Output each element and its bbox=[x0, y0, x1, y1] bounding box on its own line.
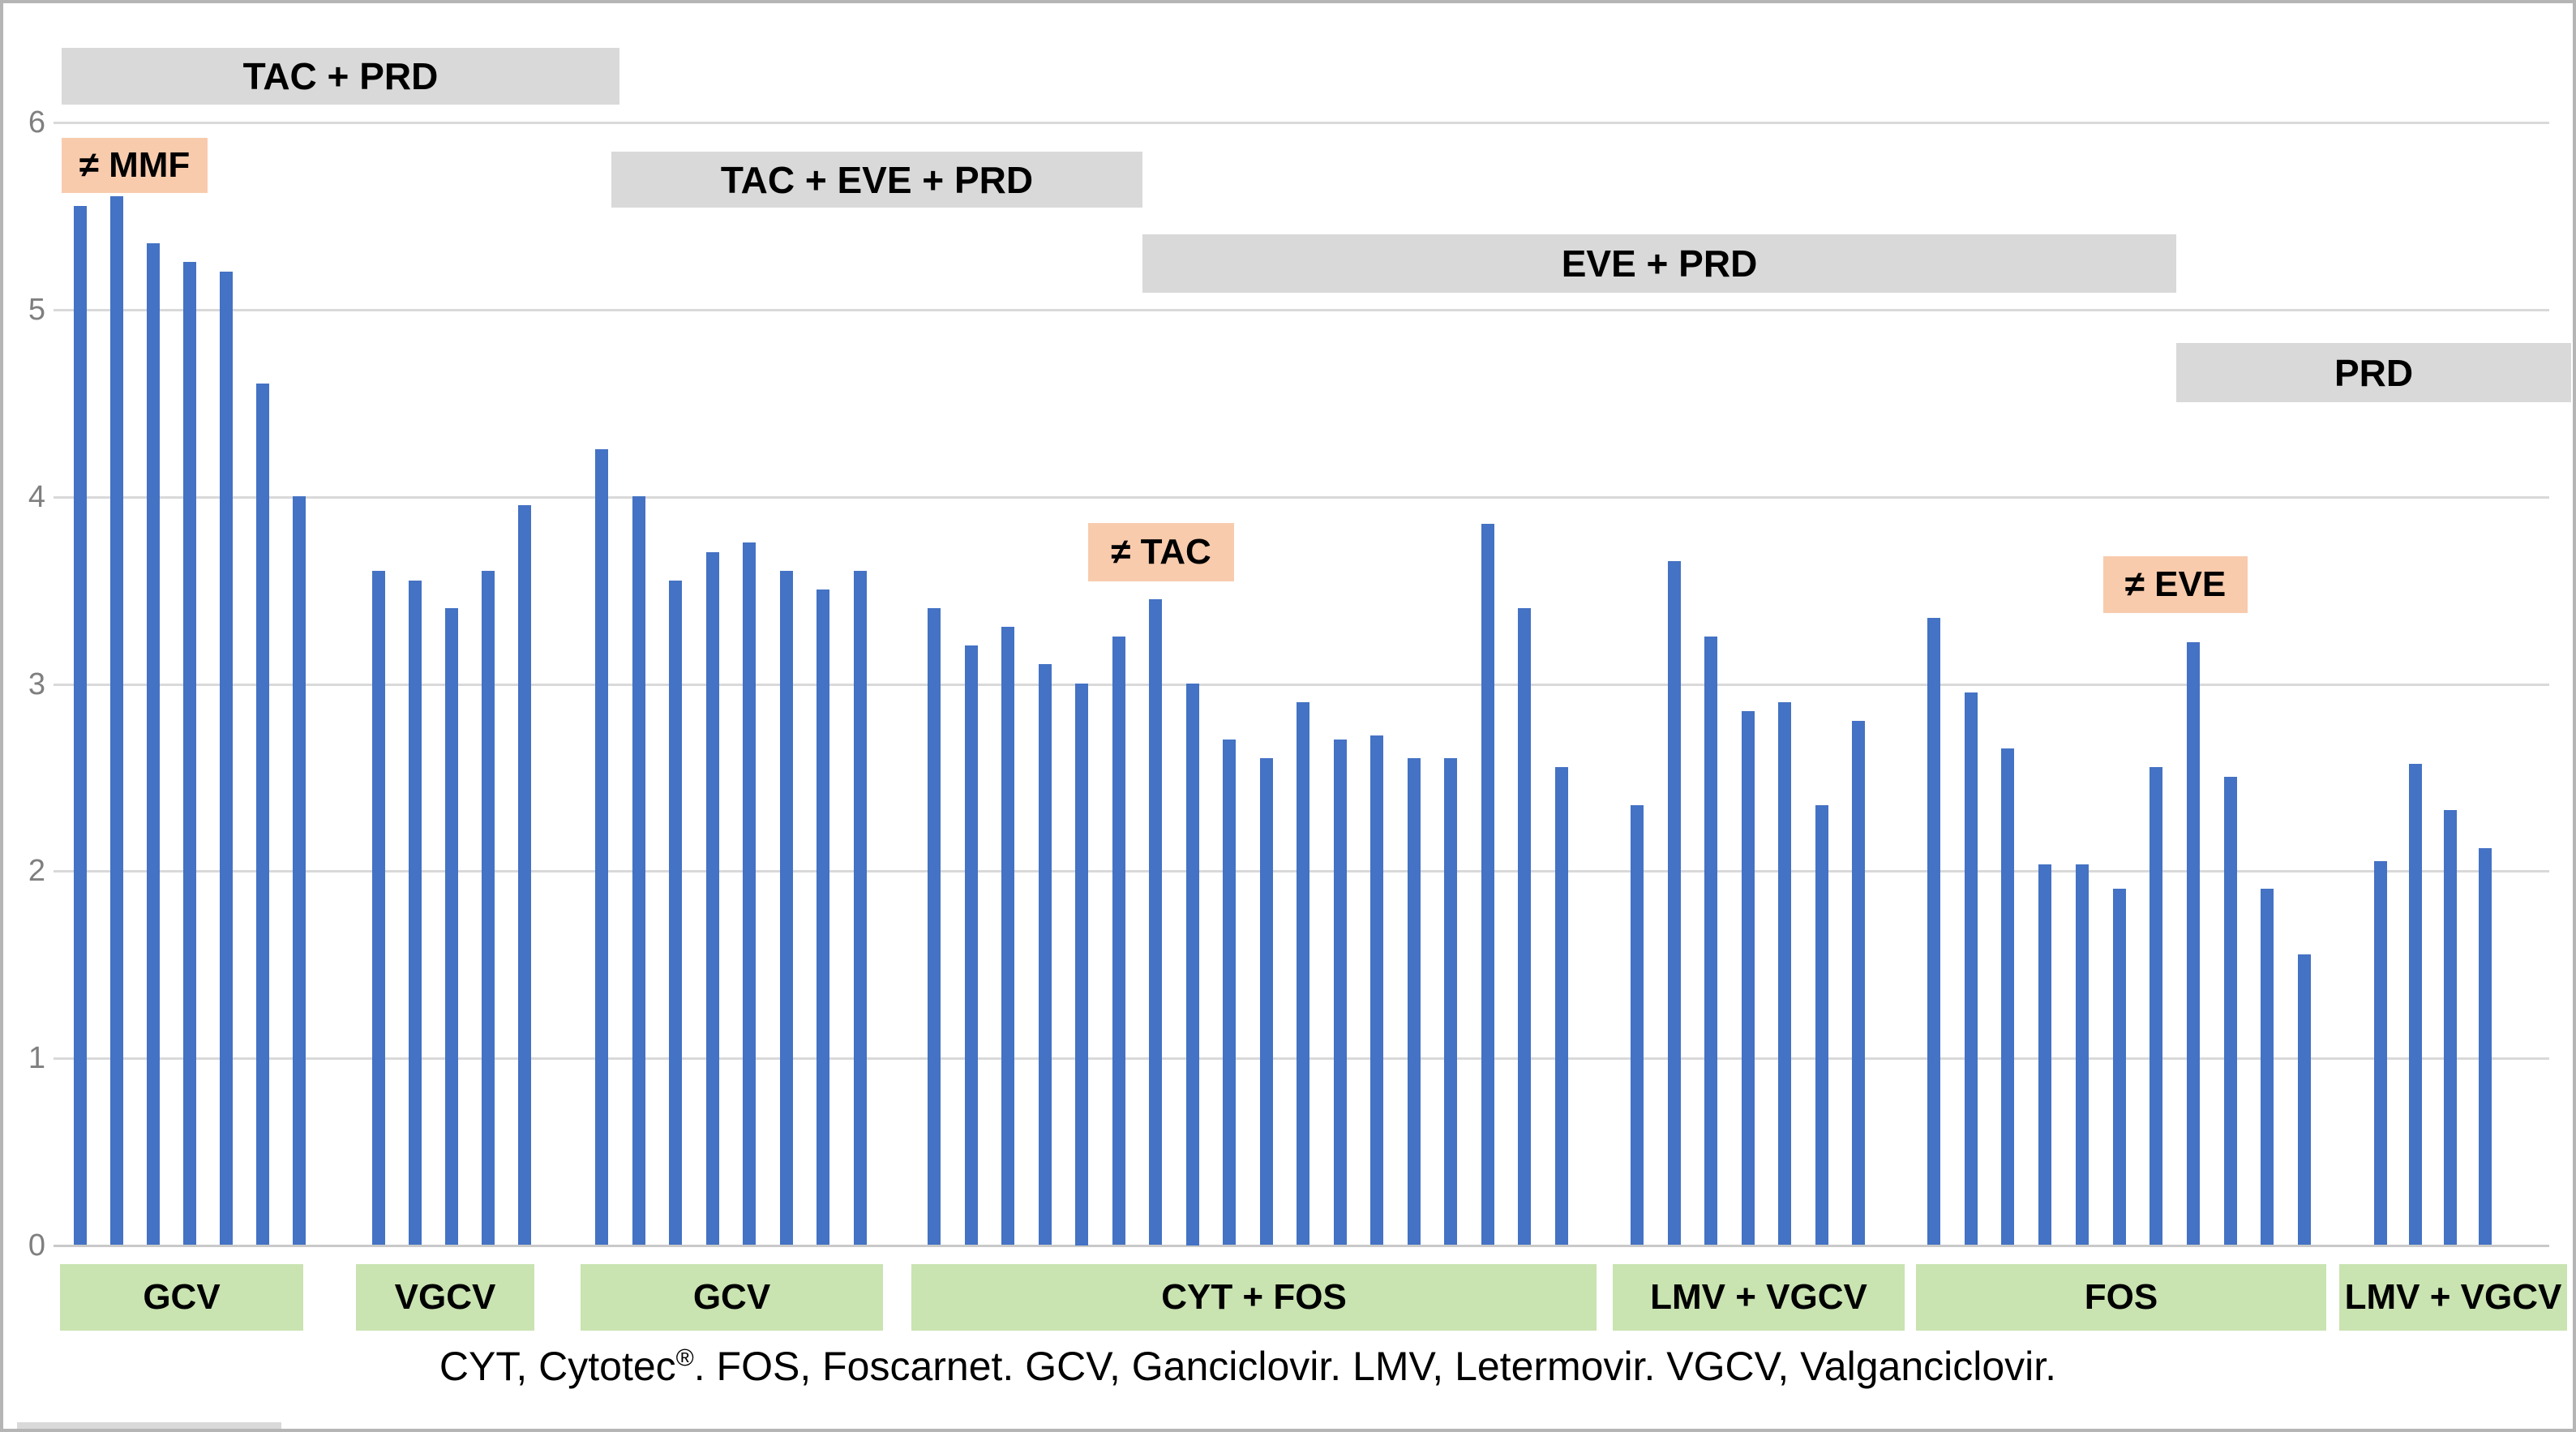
bar-gcv-2 bbox=[110, 196, 123, 1245]
y-axis-tick-label: 2 bbox=[28, 854, 45, 888]
annotation-label: ≠ TAC bbox=[1088, 523, 1234, 581]
gridline-y6 bbox=[54, 122, 2549, 124]
bar-gcv-6 bbox=[780, 571, 793, 1245]
bar-vgcv-5 bbox=[518, 505, 531, 1245]
antiviral-group-label: LMV + VGCV bbox=[2339, 1264, 2567, 1331]
bar-cytfos-16 bbox=[1481, 524, 1494, 1245]
antiviral-group-label: FOS bbox=[1916, 1264, 2326, 1331]
bar-cytfos-5 bbox=[1075, 684, 1088, 1245]
bar-fos-2 bbox=[1965, 692, 1978, 1245]
bar-fos-6 bbox=[2113, 889, 2126, 1245]
bar-cytfos-18 bbox=[1555, 767, 1568, 1245]
gridline-y4 bbox=[54, 496, 2549, 499]
antiviral-group-label: GCV bbox=[60, 1264, 303, 1331]
bar-gcv-5 bbox=[220, 272, 233, 1245]
bar-lmvvgcv-4 bbox=[1742, 711, 1755, 1245]
bar-cytfos-4 bbox=[1039, 664, 1052, 1245]
antiviral-group-label: CYT + FOS bbox=[911, 1264, 1597, 1331]
gridline-y3 bbox=[54, 684, 2549, 686]
bar-lmvvgcv-1 bbox=[1631, 805, 1644, 1245]
y-axis-tick-label: 4 bbox=[28, 480, 45, 514]
bar-cytfos-13 bbox=[1370, 735, 1383, 1245]
bar-lmvvgcv-4 bbox=[2479, 848, 2492, 1245]
bar-cytfos-10 bbox=[1260, 758, 1273, 1245]
bar-fos-1 bbox=[1927, 618, 1940, 1245]
bar-vgcv-4 bbox=[482, 571, 495, 1245]
bar-lmvvgcv-2 bbox=[1668, 561, 1681, 1245]
y-axis-tick-label: 5 bbox=[28, 293, 45, 327]
bar-lmvvgcv-3 bbox=[1704, 637, 1717, 1245]
annotation-label: ≠ MMF bbox=[62, 138, 208, 193]
bar-lmvvgcv-3 bbox=[2444, 810, 2457, 1245]
cropped-gray-box bbox=[17, 1422, 281, 1429]
bar-vgcv-1 bbox=[372, 571, 385, 1245]
bar-lmvvgcv-2 bbox=[2409, 764, 2422, 1245]
bar-cytfos-17 bbox=[1518, 608, 1531, 1245]
registered-trademark-symbol: ® bbox=[675, 1344, 694, 1372]
bar-fos-5 bbox=[2076, 864, 2089, 1245]
bar-gcv-3 bbox=[147, 243, 160, 1245]
bar-gcv-1 bbox=[74, 206, 87, 1245]
bar-fos-11 bbox=[2298, 954, 2311, 1245]
y-axis-tick-label: 1 bbox=[28, 1041, 45, 1075]
bar-gcv-8 bbox=[854, 571, 867, 1245]
annotation-label: ≠ EVE bbox=[2103, 556, 2248, 613]
bar-cytfos-14 bbox=[1408, 758, 1421, 1245]
bar-lmvvgcv-7 bbox=[1852, 721, 1865, 1245]
bar-lmvvgcv-5 bbox=[1778, 702, 1791, 1245]
bar-fos-7 bbox=[2150, 767, 2162, 1245]
gridline-y5 bbox=[54, 309, 2549, 311]
immunosuppression-period-label: PRD bbox=[2176, 343, 2571, 402]
bar-gcv-7 bbox=[293, 496, 306, 1245]
bar-gcv-2 bbox=[632, 496, 645, 1245]
bar-cytfos-8 bbox=[1186, 684, 1199, 1245]
abbreviations-footnote: CYT, Cytotec®. FOS, Foscarnet. GCV, Ganc… bbox=[319, 1343, 2176, 1390]
bar-gcv-1 bbox=[595, 449, 608, 1245]
bar-vgcv-2 bbox=[409, 581, 422, 1245]
bar-cytfos-7 bbox=[1149, 599, 1162, 1245]
bar-lmvvgcv-6 bbox=[1815, 805, 1828, 1245]
immunosuppression-period-label: EVE + PRD bbox=[1142, 234, 2176, 293]
antiviral-group-label: VGCV bbox=[356, 1264, 534, 1331]
bar-gcv-4 bbox=[706, 552, 719, 1245]
bar-fos-9 bbox=[2224, 777, 2237, 1245]
bar-lmvvgcv-1 bbox=[2374, 861, 2387, 1245]
y-axis-tick-label: 3 bbox=[28, 667, 45, 701]
bar-fos-4 bbox=[2038, 864, 2051, 1245]
bar-cytfos-11 bbox=[1297, 702, 1309, 1245]
antiviral-group-label: LMV + VGCV bbox=[1613, 1264, 1905, 1331]
bar-fos-3 bbox=[2001, 748, 2014, 1245]
bar-gcv-3 bbox=[669, 581, 682, 1245]
bar-fos-10 bbox=[2261, 889, 2274, 1245]
bar-gcv-5 bbox=[743, 542, 756, 1245]
bar-cytfos-9 bbox=[1223, 740, 1236, 1245]
bar-cytfos-15 bbox=[1444, 758, 1457, 1245]
bar-fos-8 bbox=[2187, 642, 2200, 1245]
footnote-text: . FOS, Foscarnet. GCV, Ganciclovir. LMV,… bbox=[693, 1344, 2057, 1389]
immunosuppression-period-label: TAC + PRD bbox=[62, 48, 619, 105]
bar-gcv-7 bbox=[817, 590, 829, 1245]
y-axis-tick-label: 6 bbox=[28, 105, 45, 139]
immunosuppression-period-label: TAC + EVE + PRD bbox=[611, 152, 1142, 208]
antiviral-group-label: GCV bbox=[581, 1264, 883, 1331]
bar-cytfos-3 bbox=[1001, 627, 1014, 1245]
bar-cytfos-12 bbox=[1334, 740, 1347, 1245]
bar-gcv-6 bbox=[256, 384, 269, 1245]
bar-gcv-4 bbox=[183, 262, 196, 1245]
footnote-text: CYT, Cytotec bbox=[439, 1344, 676, 1389]
bar-cytfos-1 bbox=[928, 608, 941, 1245]
bar-cytfos-6 bbox=[1112, 637, 1125, 1245]
y-axis-tick-label: 0 bbox=[28, 1228, 45, 1263]
bar-vgcv-3 bbox=[445, 608, 458, 1245]
bar-cytfos-2 bbox=[965, 645, 978, 1245]
gridline-y0 bbox=[54, 1245, 2549, 1247]
